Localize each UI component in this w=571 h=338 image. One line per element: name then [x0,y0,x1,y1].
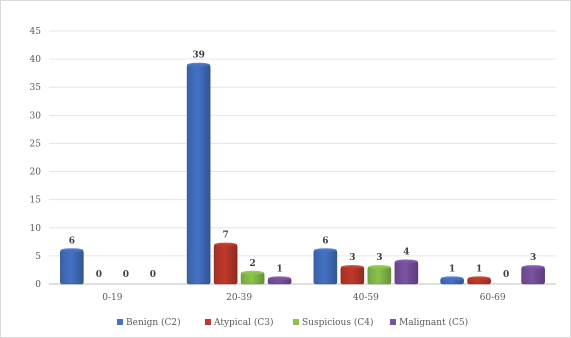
y-tick-label: 25 [30,139,42,149]
data-label: 7 [222,231,228,241]
legend: Benign (C2) Atypical (C3) Suspicious (C4) M… [117,317,468,328]
y-tick-label: 20 [30,168,42,178]
bar-top [394,259,418,264]
y-tick-label: 5 [35,252,41,262]
bar-top [268,276,292,281]
bars [60,62,545,285]
legend-swatch [390,319,396,325]
bar [186,64,211,285]
data-label: 3 [376,253,382,263]
y-tick-label: 0 [35,280,41,290]
data-label: 6 [322,236,328,246]
data-label: 3 [349,253,355,263]
y-tick-label: 10 [30,224,42,234]
x-axis: 0-19 20-39 40-59 60-69 [102,293,506,303]
x-tick-label: 60-69 [480,293,506,303]
legend-label: Benign (C2) [126,317,181,328]
bar-top [367,265,391,270]
legend-label: Atypical (C3) [213,317,273,328]
data-label: 1 [276,264,282,274]
data-label: 39 [192,51,205,61]
data-label: 1 [449,264,455,274]
bar-top [214,242,238,247]
data-label: 4 [403,248,409,258]
legend-swatch [205,319,211,325]
bar-top [467,276,491,281]
data-label: 0 [123,270,129,280]
bar-top [313,248,337,253]
bar-top [187,62,211,67]
legend-label: Suspicious (C4) [302,317,373,328]
bar-top [340,265,364,270]
y-tick-label: 40 [30,55,42,65]
bar-top [60,248,84,253]
legend-label: Malignant (C5) [399,317,468,328]
bar [213,244,238,285]
y-tick-label: 30 [30,111,42,121]
data-labels: 6 0 0 0 39 7 2 1 6 3 3 4 1 1 0 3 [69,51,537,280]
legend-swatch [117,319,123,325]
y-tick-label: 35 [30,83,42,93]
y-axis: 0 5 10 15 20 25 30 35 40 45 [30,27,42,290]
data-label: 1 [476,264,482,274]
bar [60,249,84,285]
data-label: 0 [503,270,509,280]
data-label: 2 [249,259,255,269]
bar [313,249,338,285]
bar-top [440,276,464,281]
bar [394,261,419,285]
bar-top [521,265,545,270]
x-tick-label: 40-59 [353,293,379,303]
bar [367,266,392,285]
x-tick-label: 0-19 [102,293,122,303]
bar [340,266,365,285]
legend-swatch [293,319,299,325]
data-label: 3 [530,253,536,263]
data-label: 0 [96,270,102,280]
y-tick-label: 45 [30,27,42,37]
x-tick-label: 20-39 [226,293,252,303]
y-tick-label: 15 [30,196,42,206]
bar [521,266,545,285]
gridlines [49,30,556,285]
bar-top [241,270,265,275]
data-label: 0 [150,270,156,280]
data-label: 6 [69,236,75,246]
